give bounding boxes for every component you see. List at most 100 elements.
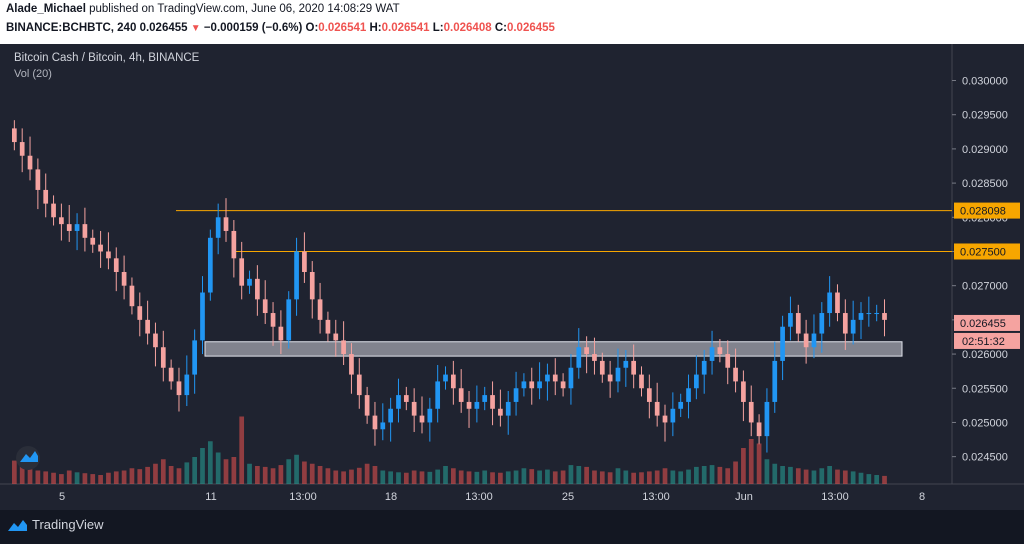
candle-body	[670, 408, 676, 423]
candle-body	[733, 367, 738, 382]
candle-body	[717, 347, 723, 355]
volume-bar	[396, 472, 401, 484]
candle-body	[380, 422, 386, 430]
current-price-label: 0.026455	[960, 318, 1006, 330]
candle-body	[255, 278, 260, 300]
volume-bar	[694, 466, 699, 484]
candle-body	[411, 401, 417, 416]
volume-bar	[278, 465, 284, 484]
volume-bar	[200, 448, 205, 484]
candle-body	[270, 313, 276, 327]
volume-bar	[419, 471, 425, 484]
volume-bar	[701, 466, 707, 484]
candle-body	[607, 374, 613, 382]
candle-body	[325, 319, 331, 334]
volume-bar	[772, 463, 778, 484]
x-tick-label: 13:00	[642, 491, 670, 503]
volume-bar	[560, 470, 566, 484]
candle-body	[858, 313, 864, 320]
volume-bar	[168, 466, 174, 484]
candle-body	[694, 374, 699, 389]
candle-body	[662, 415, 668, 423]
candle-body	[302, 251, 307, 272]
x-tick-label: Jun	[735, 491, 753, 503]
candle-body	[247, 278, 252, 286]
volume-bar	[882, 475, 887, 484]
y-tick-label: 0.028500	[962, 178, 1008, 190]
volume-bar	[145, 466, 150, 484]
symbol-name[interactable]: BINANCE:BCHBTC, 240	[6, 22, 137, 34]
countdown-tag	[954, 332, 1020, 349]
candle-body	[521, 381, 527, 389]
volume-bar	[607, 472, 613, 484]
volume-bar	[803, 469, 809, 484]
candle-body	[505, 401, 511, 416]
author-name[interactable]: Alade_Michael	[6, 3, 86, 15]
candle-body	[35, 169, 41, 190]
candle-body	[82, 224, 88, 238]
candle-body	[631, 360, 637, 375]
volume-bar	[576, 466, 582, 484]
volume-bar	[678, 471, 684, 484]
volume-bar	[255, 466, 260, 484]
tv-badge-icon	[20, 451, 38, 462]
y-tick-label: 0.025500	[962, 383, 1008, 395]
candle-body	[443, 374, 448, 382]
volume-bar	[356, 467, 362, 484]
volume-bar	[741, 448, 746, 484]
volume-bar	[270, 468, 276, 484]
volume-bar	[176, 468, 182, 484]
candle-body	[513, 388, 519, 402]
candle-body	[168, 367, 174, 382]
volume-bar	[748, 439, 754, 484]
volume-bar	[866, 474, 872, 484]
volume-bar	[717, 466, 723, 484]
candle-body	[866, 313, 872, 315]
volume-bar	[584, 466, 589, 484]
volume-bar	[662, 468, 668, 484]
close-label: C:	[494, 22, 507, 34]
cloud-icon	[8, 519, 27, 531]
level-price-label: 0.028098	[960, 206, 1006, 218]
candle-body	[43, 189, 49, 204]
volume-bar	[568, 465, 574, 484]
volume-bar	[646, 471, 652, 484]
tradingview-logo[interactable]: TradingView	[6, 517, 104, 532]
volume-bar	[537, 470, 542, 484]
volume-bar	[98, 475, 103, 484]
chart-pane[interactable]: 0.0300000.0295000.0290000.0285000.028000…	[0, 44, 1024, 510]
high-value: 0.026541	[381, 22, 430, 34]
volume-bar	[819, 468, 825, 484]
current-price-tag	[954, 314, 1020, 331]
candle-body	[576, 347, 582, 368]
candle-body	[176, 381, 182, 396]
volume-bar	[160, 459, 166, 484]
candle-body	[545, 374, 550, 382]
candle-body	[686, 388, 691, 402]
candle-body	[145, 319, 150, 334]
volume-bar	[388, 471, 393, 484]
candle-body	[623, 360, 629, 368]
candle-body	[317, 299, 323, 320]
volume-bar	[113, 471, 119, 484]
volume-bar	[317, 466, 323, 484]
volume-bar	[842, 470, 848, 484]
volume-bar	[874, 475, 880, 484]
y-tick-label: 0.029500	[962, 110, 1008, 122]
level-price-label: 0.027500	[960, 246, 1006, 258]
candle-body	[646, 388, 652, 402]
volume-bar	[474, 471, 480, 484]
volume-bar	[764, 459, 770, 484]
volume-bar	[19, 466, 25, 484]
candle-body	[160, 347, 166, 368]
down-arrow-icon: ▼	[190, 23, 201, 34]
volume-bar	[490, 472, 495, 484]
volume-bar	[27, 468, 33, 484]
volume-bar	[466, 471, 472, 484]
price-chart[interactable]: 0.0300000.0295000.0290000.0285000.028000…	[0, 44, 1024, 510]
candle-body	[372, 415, 378, 430]
candle-body	[552, 374, 558, 382]
candle-body	[309, 272, 315, 300]
candle-body	[66, 224, 72, 231]
chart-legend-title: Bitcoin Cash / Bitcoin, 4h, BINANCE	[14, 52, 200, 64]
